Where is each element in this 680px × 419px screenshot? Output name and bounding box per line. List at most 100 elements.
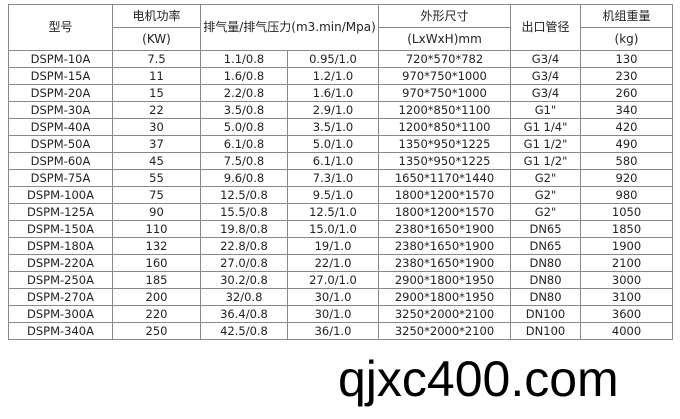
cell-weight: 1850 [580,220,674,238]
cell-dimensions: 3250*2000*2100 [378,322,512,340]
cell-dimensions: 1200*850*1100 [378,118,512,136]
cell-flow-0-8: 6.1/0.8 [200,135,288,153]
table-row: DSPM-150A 110 19.8/0.8 15.0/1.0 2380*1650*19… [8,220,674,238]
header-weight: 机组重量 [580,4,674,28]
cell-dimensions: 970*750*1000 [378,67,512,85]
cell-power: 75 [112,186,201,204]
cell-dimensions: 2380*1650*1900 [378,220,512,238]
cell-outlet: DN80 [510,254,582,272]
cell-model: DSPM-270A [8,288,113,306]
cell-outlet: G1" [510,101,582,119]
cell-outlet: G2" [510,186,582,204]
cell-outlet: G1 1/2" [510,135,582,153]
cell-power: 37 [112,135,201,153]
cell-weight: 490 [580,135,674,153]
cell-flow-1-0: 5.0/1.0 [286,135,380,153]
cell-flow-0-8: 12.5/0.8 [200,186,288,204]
cell-weight: 1900 [580,237,674,255]
table-row: DSPM-30A 22 3.5/0.8 2.9/1.0 1200*850*1100 G1"… [8,101,674,119]
cell-flow-0-8: 3.5/0.8 [200,101,288,119]
cell-dimensions: 720*570*782 [378,50,512,68]
header-dims-unit: (LxWxH)mm [378,27,512,51]
header-model: 型号 [8,4,113,51]
cell-power: 55 [112,169,201,187]
cell-outlet: G1 1/4" [510,118,582,136]
cell-flow-1-0: 7.3/1.0 [286,169,380,187]
table-row: DSPM-60A 45 7.5/0.8 6.1/1.0 1350*950*1225 G1 … [8,152,674,170]
table-row: DSPM-270A 200 32/0.8 30/1.0 2900*1800*1950 DN… [8,288,674,306]
cell-flow-0-8: 15.5/0.8 [200,203,288,221]
cell-power: 220 [112,305,201,323]
cell-model: DSPM-340A [8,322,113,340]
cell-weight: 3000 [580,271,674,289]
cell-power: 185 [112,271,201,289]
table-row: DSPM-125A 90 15.5/0.8 12.5/1.0 1800*1200*157… [8,203,674,221]
cell-weight: 920 [580,169,674,187]
cell-model: DSPM-150A [8,220,113,238]
cell-flow-1-0: 30/1.0 [286,305,380,323]
cell-weight: 3600 [580,305,674,323]
cell-dimensions: 2900*1800*1950 [378,288,512,306]
cell-dimensions: 1800*1200*1570 [378,203,512,221]
cell-outlet: G3/4 [510,50,582,68]
cell-flow-1-0: 6.1/1.0 [286,152,380,170]
cell-outlet: DN100 [510,322,582,340]
table-row: DSPM-100A 75 12.5/0.8 9.5/1.0 1800*1200*1570… [8,186,674,204]
cell-weight: 340 [580,101,674,119]
cell-flow-1-0: 0.95/1.0 [286,50,380,68]
header-flow: 排气量/排气压力(m3.min/Mpa) [199,4,380,51]
cell-power: 90 [112,203,201,221]
cell-dimensions: 1650*1170*1440 [378,169,512,187]
cell-weight: 4000 [580,322,674,340]
cell-dimensions: 1800*1200*1570 [378,186,512,204]
cell-dimensions: 2380*1650*1900 [378,254,512,272]
table-body: DSPM-10A 7.5 1.1/0.8 0.95/1.0 720*570*782 G3/… [8,50,674,340]
cell-model: DSPM-250A [8,271,113,289]
cell-weight: 420 [580,118,674,136]
cell-flow-1-0: 9.5/1.0 [286,186,380,204]
table-row: DSPM-340A 250 42.5/0.8 36/1.0 3250*2000*2100… [8,322,674,340]
table-row: DSPM-15A 11 1.6/0.8 1.2/1.0 970*750*1000 G3/4… [8,67,674,85]
cell-model: DSPM-180A [8,237,113,255]
cell-outlet: G2" [510,169,582,187]
watermark: qjxc400.com [338,351,619,407]
cell-power: 250 [112,322,201,340]
cell-outlet: DN100 [510,305,582,323]
cell-flow-1-0: 3.5/1.0 [286,118,380,136]
cell-power: 11 [112,67,201,85]
cell-weight: 2100 [580,254,674,272]
table-row: DSPM-75A 55 9.6/0.8 7.3/1.0 1650*1170*1440 G2… [8,169,674,187]
cell-weight: 260 [580,84,674,102]
cell-flow-0-8: 7.5/0.8 [200,152,288,170]
cell-outlet: DN65 [510,237,582,255]
cell-dimensions: 1200*850*1100 [378,101,512,119]
cell-outlet: DN80 [510,271,582,289]
table-row: DSPM-220A 160 27.0/0.8 22/1.0 2380*1650*1900… [8,254,674,272]
cell-weight: 3100 [580,288,674,306]
cell-power: 110 [112,220,201,238]
cell-flow-1-0: 22/1.0 [286,254,380,272]
cell-dimensions: 2380*1650*1900 [378,237,512,255]
cell-flow-0-8: 32/0.8 [200,288,288,306]
header-weight-unit: (kg) [580,27,674,51]
cell-outlet: G3/4 [510,84,582,102]
cell-model: DSPM-15A [8,67,113,85]
cell-dimensions: 2900*1800*1950 [378,271,512,289]
cell-weight: 1050 [580,203,674,221]
cell-dimensions: 1350*950*1225 [378,152,512,170]
cell-flow-0-8: 27.0/0.8 [200,254,288,272]
cell-power: 22 [112,101,201,119]
cell-outlet: G1 1/2" [510,152,582,170]
cell-flow-1-0: 1.6/1.0 [286,84,380,102]
cell-model: DSPM-40A [8,118,113,136]
cell-power: 200 [112,288,201,306]
cell-flow-1-0: 36/1.0 [286,322,380,340]
table-row: DSPM-10A 7.5 1.1/0.8 0.95/1.0 720*570*782 G3/… [8,50,674,68]
table-row: DSPM-250A 185 30.2/0.8 27.0/1.0 2900*1800*19… [8,271,674,289]
cell-dimensions: 1350*950*1225 [378,135,512,153]
cell-flow-1-0: 15.0/1.0 [286,220,380,238]
cell-flow-0-8: 1.1/0.8 [200,50,288,68]
cell-outlet: G2" [510,203,582,221]
header-power: 电机功率 [112,4,201,28]
cell-power: 132 [112,237,201,255]
